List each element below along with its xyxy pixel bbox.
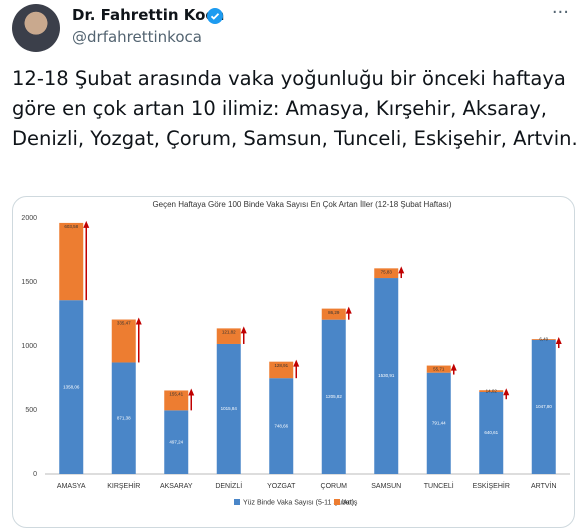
- chart: Geçen Haftaya Göre 100 Binde Vaka Sayısı…: [12, 196, 575, 528]
- bar-segment: [321, 319, 346, 474]
- bar-segment: [269, 361, 294, 379]
- y-tick-label: 1500: [21, 279, 37, 286]
- value-label: 75,83: [381, 270, 393, 275]
- y-tick-label: 2000: [21, 215, 37, 222]
- value-label: 1358,06: [63, 384, 80, 389]
- bar-segment: [374, 278, 399, 474]
- increase-arrow-head: [188, 388, 195, 396]
- x-tick-label: SAMSUN: [371, 483, 401, 490]
- bar-segment: [426, 365, 451, 373]
- bar-segment: [164, 410, 189, 474]
- y-tick-label: 1000: [21, 343, 37, 350]
- y-tick-label: 0: [33, 471, 37, 478]
- value-label: 1047,80: [536, 404, 553, 409]
- bar-segment: [59, 222, 84, 301]
- bar-segment: [479, 390, 504, 393]
- value-label: 640,61: [484, 430, 498, 435]
- increase-arrow-head: [345, 306, 352, 314]
- value-label: 748,66: [274, 423, 288, 428]
- bar-segment: [216, 328, 241, 344]
- y-tick-label: 500: [25, 407, 37, 414]
- bar-segment: [269, 378, 294, 474]
- increase-arrow-head: [555, 337, 562, 345]
- chart-title: Geçen Haftaya Göre 100 Binde Vaka Sayısı…: [152, 200, 451, 209]
- increase-arrow-head: [135, 317, 142, 325]
- value-label: 55,71: [433, 366, 445, 371]
- increase-arrow-head: [240, 326, 247, 334]
- bar-segment: [111, 319, 136, 363]
- increase-arrow-head: [503, 388, 510, 396]
- increase-arrow-head: [83, 220, 90, 228]
- value-label: 1205,82: [326, 394, 343, 399]
- bar-segment: [59, 300, 84, 474]
- bar-segment: [111, 362, 136, 474]
- legend-label: Artış: [343, 499, 358, 506]
- bar-segment: [426, 372, 451, 474]
- verified-badge: [207, 8, 223, 24]
- value-label: 1015,84: [221, 406, 238, 411]
- x-tick-label: AMASYA: [57, 483, 86, 490]
- x-tick-label: AKSARAY: [160, 483, 193, 490]
- bar-segment: [531, 339, 556, 474]
- author-handle[interactable]: @drfahrettinkoca: [72, 28, 202, 46]
- more-button[interactable]: ···: [551, 2, 569, 23]
- x-tick-label: TUNCELİ: [424, 481, 454, 490]
- value-label: 497,24: [169, 439, 183, 444]
- x-tick-label: ÇORUM: [321, 483, 348, 490]
- value-label: 335,47: [117, 321, 131, 326]
- increase-arrow-head: [293, 359, 300, 367]
- value-label: 128,91: [274, 363, 288, 368]
- increase-arrow-head: [398, 266, 405, 274]
- bar-segment: [374, 268, 399, 279]
- x-tick-label: YOZGAT: [267, 483, 296, 490]
- value-label: 1530,91: [378, 373, 395, 378]
- x-tick-label: ESKİŞEHİR: [473, 481, 510, 490]
- bar-segment: [531, 339, 556, 340]
- author-name[interactable]: Dr. Fahrettin Koca: [72, 6, 225, 24]
- value-label: 121,82: [222, 330, 236, 335]
- bar-segment: [216, 343, 241, 474]
- value-label: 155,41: [169, 392, 183, 397]
- value-label: 603,58: [64, 224, 78, 229]
- value-label: 86,29: [328, 310, 340, 315]
- value-label: 6,49: [539, 337, 548, 342]
- x-tick-label: KIRŞEHİR: [107, 481, 140, 490]
- avatar[interactable]: [12, 4, 60, 52]
- tweet-text: 12-18 Şubat arasında vaka yoğunluğu bir …: [12, 67, 578, 150]
- legend-swatch: [234, 499, 240, 505]
- chart-frame: [12, 196, 575, 528]
- value-label: 791,44: [432, 421, 446, 426]
- value-label: 14,02: [486, 388, 498, 393]
- legend-label: Yüz Binde Vaka Sayısı (5-11 Şubat): [243, 499, 354, 506]
- bar-segment: [164, 390, 189, 411]
- increase-arrow-head: [450, 363, 457, 371]
- x-tick-label: DENİZLİ: [215, 481, 242, 490]
- bar-segment: [479, 392, 504, 474]
- x-tick-label: ARTVİN: [531, 481, 557, 490]
- value-label: 871,38: [117, 415, 131, 420]
- legend-swatch: [334, 499, 340, 505]
- bar-segment: [321, 308, 346, 320]
